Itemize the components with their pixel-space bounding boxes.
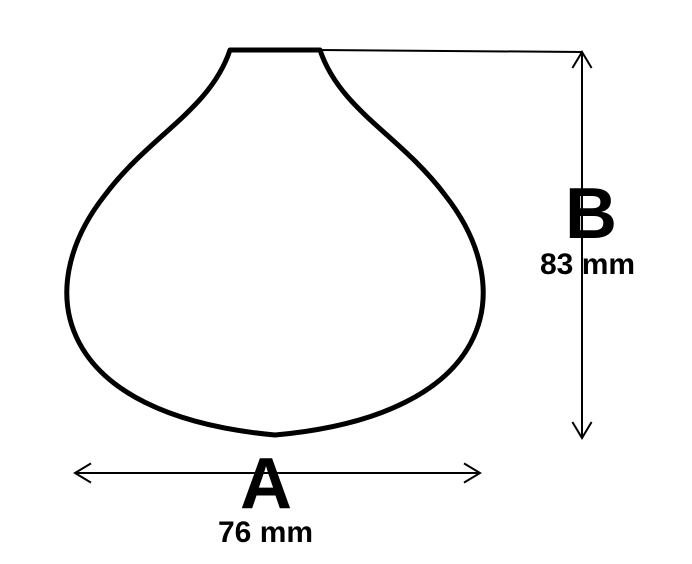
height-dimension-value: 83 mm: [540, 250, 635, 280]
diagram-svg: [0, 0, 692, 564]
shape-outline: [67, 50, 483, 435]
diagram-canvas: A 76 mm B 83 mm: [0, 0, 692, 564]
width-dimension-value: 76 mm: [218, 518, 313, 548]
width-dimension-letter: A: [240, 448, 292, 520]
height-extension-top: [320, 50, 582, 52]
height-dimension-letter: B: [565, 178, 617, 250]
